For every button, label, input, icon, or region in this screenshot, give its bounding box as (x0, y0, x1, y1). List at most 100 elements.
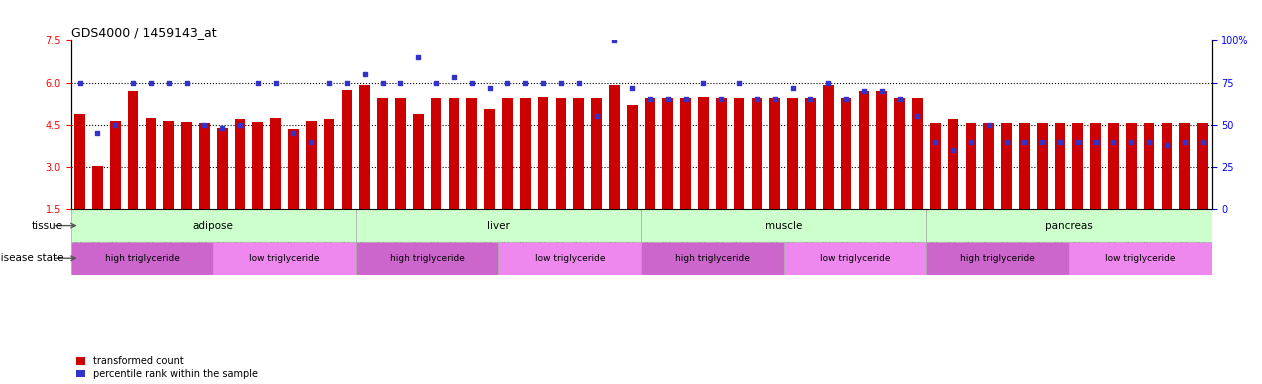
Text: low triglyceride: low triglyceride (1106, 254, 1175, 263)
Point (835, 96, 856, 103)
Bar (641, 209, 926, 242)
Bar (926, 209, 1212, 242)
Point (1103, 139, 1123, 145)
Point (533, 79, 553, 86)
Bar (74, 114, 85, 209)
Text: disease state: disease state (0, 253, 63, 263)
Bar (342, 89, 352, 209)
Bar (252, 122, 264, 209)
Bar (752, 98, 762, 209)
Bar (71, 242, 213, 275)
Point (907, 113, 928, 119)
Point (587, 113, 607, 119)
Bar (145, 118, 156, 209)
Point (1068, 139, 1088, 145)
Point (854, 88, 875, 94)
Point (497, 79, 517, 86)
Point (765, 96, 785, 103)
Point (1032, 139, 1053, 145)
Bar (591, 98, 602, 209)
Bar (288, 129, 299, 209)
Bar (305, 121, 317, 209)
Point (712, 96, 732, 103)
Bar (716, 98, 727, 209)
Bar (610, 85, 620, 209)
Point (800, 96, 820, 103)
Text: GDS4000 / 1459143_at: GDS4000 / 1459143_at (71, 26, 216, 39)
Point (141, 79, 162, 86)
Point (408, 54, 428, 60)
Point (69, 79, 90, 86)
Point (1085, 139, 1106, 145)
Text: pancreas: pancreas (1045, 220, 1093, 231)
Point (1175, 139, 1195, 145)
Point (1193, 139, 1213, 145)
Bar (663, 98, 673, 209)
Bar (217, 127, 227, 209)
Bar (1001, 123, 1012, 209)
Point (194, 122, 215, 128)
Text: tissue: tissue (32, 220, 63, 231)
Bar (1018, 123, 1030, 209)
Bar (858, 91, 870, 209)
Bar (360, 85, 370, 209)
Point (122, 79, 143, 86)
Bar (163, 121, 174, 209)
Bar (1055, 123, 1065, 209)
Text: low triglyceride: low triglyceride (535, 254, 604, 263)
Bar (698, 97, 709, 209)
Point (1157, 142, 1177, 148)
Bar (912, 98, 923, 209)
Bar (502, 98, 512, 209)
Bar (324, 119, 334, 209)
Bar (823, 85, 834, 209)
Point (480, 84, 500, 91)
Bar (805, 98, 815, 209)
Point (372, 79, 392, 86)
Bar (555, 98, 567, 209)
Bar (356, 209, 641, 242)
Bar (1073, 123, 1083, 209)
Point (747, 96, 767, 103)
Text: muscle: muscle (765, 220, 803, 231)
Bar (876, 91, 887, 209)
Bar (538, 97, 549, 209)
Point (640, 96, 660, 103)
Text: high triglyceride: high triglyceride (390, 254, 464, 263)
Bar (965, 123, 977, 209)
Point (693, 79, 713, 86)
Bar (127, 91, 139, 209)
Point (818, 79, 838, 86)
Text: liver: liver (487, 220, 510, 231)
Bar (395, 98, 406, 209)
Bar (895, 98, 905, 209)
Text: low triglyceride: low triglyceride (820, 254, 890, 263)
Bar (1126, 123, 1137, 209)
Bar (733, 98, 745, 209)
Point (284, 130, 304, 136)
Bar (485, 109, 495, 209)
Bar (1143, 123, 1155, 209)
Point (247, 79, 268, 86)
Bar (770, 98, 780, 209)
Bar (1161, 123, 1172, 209)
Bar (930, 123, 940, 209)
Point (355, 71, 375, 77)
Point (212, 125, 232, 131)
Point (890, 96, 910, 103)
Point (230, 122, 250, 128)
Bar (235, 119, 245, 209)
Point (427, 79, 447, 86)
Text: high triglyceride: high triglyceride (675, 254, 750, 263)
Point (302, 139, 322, 145)
Bar (1090, 123, 1100, 209)
Bar (926, 242, 1069, 275)
Text: high triglyceride: high triglyceride (105, 254, 179, 263)
Text: adipose: adipose (193, 220, 233, 231)
Bar (71, 209, 356, 242)
Bar (467, 98, 477, 209)
Point (462, 79, 482, 86)
Bar (787, 98, 798, 209)
Point (943, 147, 963, 153)
Point (925, 139, 945, 145)
